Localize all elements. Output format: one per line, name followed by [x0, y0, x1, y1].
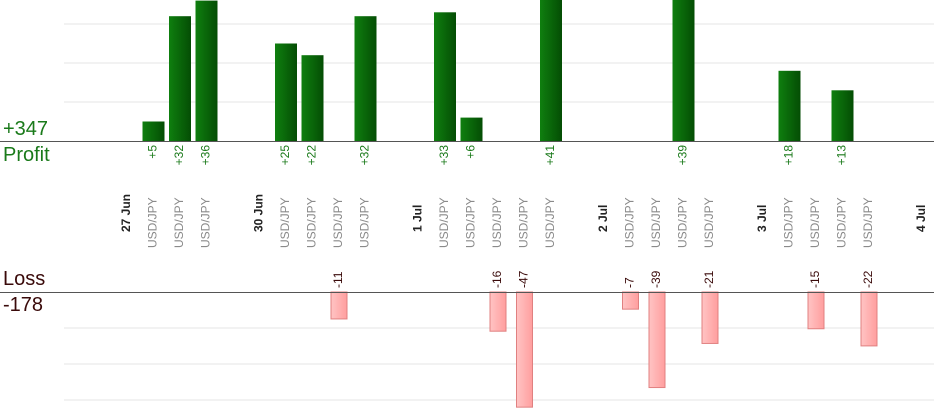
pair-label: USD/JPY — [278, 197, 292, 248]
profit-value-label: +32 — [172, 145, 186, 166]
pair-label: USD/JPY — [146, 197, 160, 248]
profit-value-label: +36 — [199, 145, 213, 166]
loss-label: Loss — [3, 268, 46, 290]
pair-label: USD/JPY — [464, 197, 478, 248]
profit-bar — [275, 43, 297, 141]
profit-label: Profit — [3, 144, 50, 166]
pair-label: USD/JPY — [835, 197, 849, 248]
pair-label: USD/JPY — [437, 197, 451, 248]
date-label: 30 Jun — [252, 194, 266, 232]
loss-bar — [648, 291, 666, 389]
loss-value-label: -15 — [808, 270, 822, 288]
loss-bar — [701, 291, 719, 344]
pair-label: USD/JPY — [782, 197, 796, 248]
profit-value-label: +39 — [676, 145, 690, 166]
profit-bar — [672, 0, 695, 142]
loss-bar — [489, 291, 507, 332]
loss-value-label: -22 — [861, 270, 875, 288]
loss-value-label: -11 — [331, 271, 345, 288]
date-label: 2 Jul — [596, 205, 610, 232]
profit-value-label: +32 — [358, 145, 372, 166]
profit-bar — [540, 0, 562, 141]
profit-bar — [434, 12, 456, 141]
pair-label: USD/JPY — [331, 197, 345, 248]
profit-value-label: +13 — [835, 145, 849, 166]
profit-value-label: +33 — [437, 145, 451, 166]
loss-value-label: -16 — [490, 270, 504, 288]
profit-bar — [195, 0, 218, 141]
pair-label: USD/JPY — [543, 197, 557, 248]
loss-bar — [330, 291, 348, 320]
total-profit: +347 — [3, 118, 49, 140]
pair-label: USD/JPY — [199, 197, 213, 248]
profit-bar — [354, 16, 377, 142]
pair-label: USD/JPY — [490, 197, 504, 248]
pair-label: USD/JPY — [623, 197, 637, 248]
pair-label: USD/JPY — [702, 197, 716, 248]
profit-bar — [831, 90, 854, 141]
profit-value-label: +25 — [278, 145, 292, 166]
loss-value-label: -47 — [517, 270, 531, 288]
profit-bar — [301, 55, 324, 142]
profit-value-label: +22 — [305, 145, 319, 166]
profit-bar — [778, 70, 801, 141]
total-loss: -178 — [3, 294, 44, 316]
profit-bar — [460, 117, 483, 141]
date-label: 3 Jul — [755, 205, 769, 232]
profit-value-label: +5 — [146, 145, 160, 159]
pair-label: USD/JPY — [676, 197, 690, 248]
loss-bar — [860, 291, 878, 347]
profit-value-label: +6 — [464, 145, 478, 159]
profit-bar — [142, 121, 165, 141]
pair-label: USD/JPY — [517, 197, 531, 248]
date-label: 1 Jul — [411, 205, 425, 232]
profit-value-label: +18 — [782, 145, 796, 166]
pair-label: USD/JPY — [172, 197, 186, 248]
pair-label: USD/JPY — [808, 197, 822, 248]
loss-value-label: -7 — [623, 277, 637, 288]
date-label: 27 Jun — [119, 194, 133, 232]
loss-bar — [516, 291, 533, 408]
pair-label: USD/JPY — [358, 197, 372, 248]
pair-label: USD/JPY — [305, 197, 319, 248]
loss-value-label: -39 — [649, 270, 663, 288]
profit-bar — [169, 16, 191, 142]
loss-bar — [622, 291, 639, 310]
pair-label: USD/JPY — [861, 197, 875, 248]
loss-bar — [807, 291, 825, 330]
pair-label: USD/JPY — [649, 197, 663, 248]
date-label: 4 Jul — [914, 205, 928, 232]
profit-value-label: +41 — [543, 145, 557, 166]
loss-value-label: -21 — [702, 270, 716, 288]
